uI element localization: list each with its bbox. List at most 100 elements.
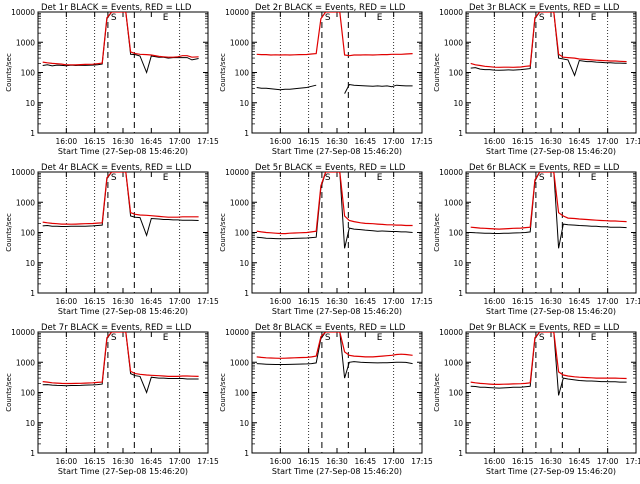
panel-title: Det 7r BLACK = Events, RED = LLD [41, 323, 192, 333]
panel-title: Det 6r BLACK = Events, RED = LLD [469, 163, 620, 173]
series-lld-line [470, 332, 627, 385]
panel-title: Det 2r BLACK = Events, RED = LLD [255, 3, 406, 13]
panel-title: Det 4r BLACK = Events, RED = LLD [41, 163, 192, 173]
series-lld-line [42, 12, 199, 66]
x-tick-label: 17:00 [597, 297, 619, 306]
end-marker: E [163, 173, 169, 183]
x-tick-label: 16:45 [355, 457, 377, 466]
y-tick-label: 100 [21, 229, 36, 238]
y-axis-label: Counts/sec [219, 213, 227, 252]
y-tick-label: 100 [21, 69, 36, 78]
y-tick-label: 1000 [230, 38, 249, 47]
series-lld-line [256, 332, 413, 359]
x-tick-label: 16:00 [484, 457, 506, 466]
plot-frame [37, 331, 209, 454]
plot-frame [465, 11, 637, 134]
y-tick-label: 1000 [230, 198, 249, 207]
x-tick-label: 16:30 [326, 137, 348, 146]
end-marker: E [591, 173, 597, 183]
y-tick-label: 10 [25, 259, 35, 268]
x-tick-label: 17:15 [411, 137, 433, 146]
y-tick-label: 1000 [444, 198, 463, 207]
y-tick-label: 1 [244, 129, 249, 138]
y-tick-label: 1000 [444, 38, 463, 47]
end-marker: E [377, 13, 383, 23]
end-marker: E [163, 333, 169, 343]
y-tick-label: 10000 [11, 168, 35, 177]
x-tick-label: 16:15 [84, 137, 106, 146]
panel-title: Det 5r BLACK = Events, RED = LLD [255, 163, 406, 173]
x-axis-label: Start Time (27-Sep-08 15:46:20) [486, 307, 616, 316]
plot-frame [465, 171, 637, 294]
y-tick-label: 10 [25, 99, 35, 108]
panel-title: Det 8r BLACK = Events, RED = LLD [255, 323, 406, 333]
y-tick-label: 10 [453, 259, 463, 268]
x-tick-label: 17:00 [383, 297, 405, 306]
y-tick-label: 10000 [225, 8, 249, 17]
y-tick-label: 1000 [16, 198, 35, 207]
start-marker: S [539, 13, 545, 23]
x-axis-label: Start Time (27-Sep-08 15:46:20) [486, 147, 616, 156]
y-axis-label: Counts/sec [5, 53, 13, 92]
x-tick-label: 16:45 [141, 457, 163, 466]
x-tick-label: 16:15 [298, 297, 320, 306]
x-axis-label: Start Time (27-Sep-08 15:46:20) [58, 467, 188, 476]
plot-frame [37, 11, 209, 134]
x-tick-label: 16:15 [512, 457, 534, 466]
x-tick-label: 16:00 [270, 137, 292, 146]
x-axis-label: Start Time (27-Sep-09 15:46:20) [486, 467, 616, 476]
panel-title: Det 9r BLACK = Events, RED = LLD [469, 323, 620, 333]
end-marker: E [591, 333, 597, 343]
y-tick-label: 10 [239, 259, 249, 268]
plot-frame [251, 331, 423, 454]
x-tick-label: 16:45 [355, 297, 377, 306]
x-tick-label: 16:00 [484, 137, 506, 146]
x-tick-label: 16:15 [512, 297, 534, 306]
y-axis-label: Counts/sec [433, 213, 441, 252]
x-tick-label: 16:15 [84, 297, 106, 306]
x-tick-label: 16:30 [540, 297, 562, 306]
y-tick-label: 10 [453, 99, 463, 108]
y-axis-label: Counts/sec [5, 213, 13, 252]
x-tick-label: 16:00 [484, 297, 506, 306]
x-tick-label: 16:30 [326, 457, 348, 466]
y-tick-label: 1 [30, 129, 35, 138]
plot-frame [37, 171, 209, 294]
y-tick-label: 1000 [444, 358, 463, 367]
y-tick-label: 1 [458, 129, 463, 138]
y-axis-label: Counts/sec [219, 373, 227, 412]
plot-frame [251, 171, 423, 294]
y-tick-label: 1 [458, 289, 463, 298]
y-tick-label: 1 [244, 449, 249, 458]
y-tick-label: 1000 [16, 358, 35, 367]
x-tick-label: 17:15 [625, 137, 640, 146]
y-tick-label: 100 [449, 389, 464, 398]
y-tick-label: 10 [25, 419, 35, 428]
x-tick-label: 17:00 [383, 457, 405, 466]
x-tick-label: 16:45 [569, 457, 591, 466]
x-axis-label: Start Time (27-Sep-08 15:46:20) [272, 467, 402, 476]
series-lld-line [470, 172, 627, 230]
x-tick-label: 17:00 [169, 297, 191, 306]
x-tick-label: 17:00 [169, 457, 191, 466]
series-lld-line [42, 172, 199, 225]
x-tick-label: 17:00 [597, 457, 619, 466]
x-tick-label: 16:45 [141, 137, 163, 146]
x-tick-label: 16:30 [112, 457, 134, 466]
y-axis-label: Counts/sec [5, 373, 13, 412]
y-tick-label: 100 [235, 389, 250, 398]
end-marker: E [377, 173, 383, 183]
start-marker: S [111, 173, 117, 183]
x-tick-label: 17:00 [169, 137, 191, 146]
start-marker: S [111, 13, 117, 23]
series-lld-line [470, 12, 627, 68]
y-tick-label: 100 [449, 69, 464, 78]
end-marker: E [591, 13, 597, 23]
y-tick-label: 100 [235, 69, 250, 78]
